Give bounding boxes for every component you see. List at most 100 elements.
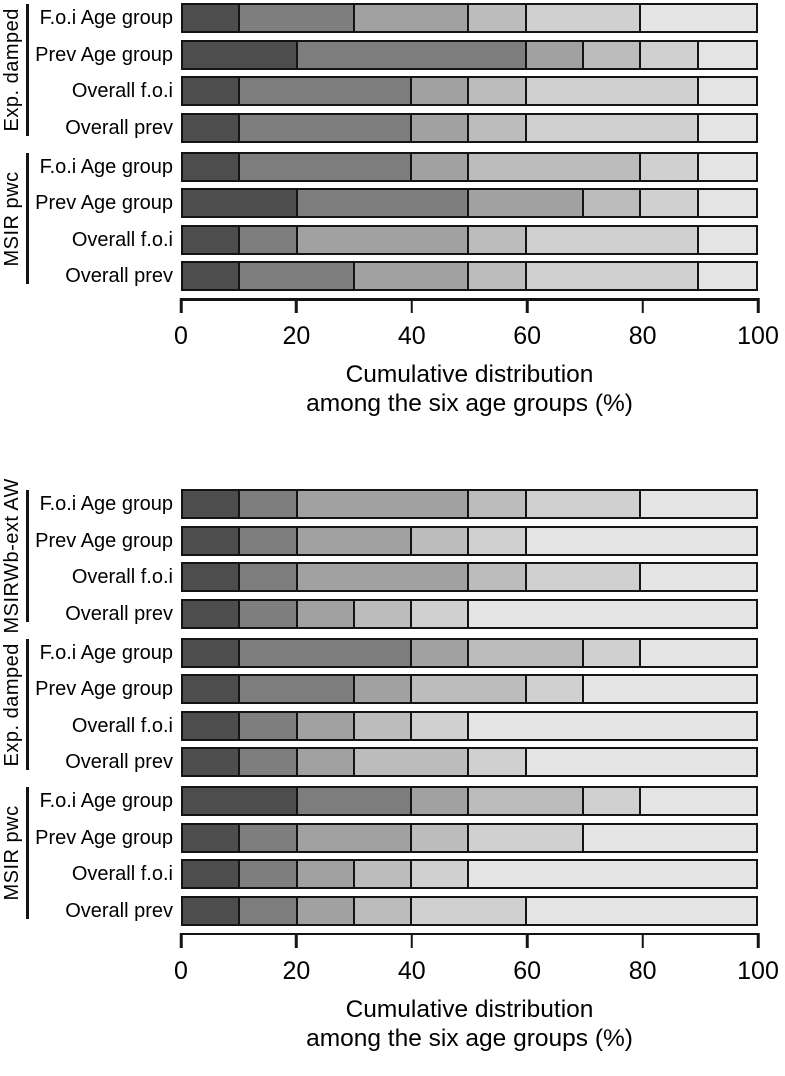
bar-row-label: Overall prev [65, 265, 173, 287]
chart-bottom-rows: MSIRWb-ext AW F.o.i Age group Prev Age gro… [0, 478, 785, 926]
bar-row-label: Overall f.o.i [71, 863, 173, 885]
group-bracket-line [26, 787, 29, 919]
bar-segment-age-group-5 [469, 749, 527, 775]
chart-bottom-x-axis-title: Cumulative distribution among the six ag… [181, 995, 758, 1053]
stacked-bar [181, 747, 758, 777]
stacked-bar [181, 112, 758, 143]
bar-segment-age-group-6 [698, 226, 756, 253]
stacked-bar [181, 3, 758, 33]
group-label: Exp. damped [1, 642, 23, 766]
bar-segment-age-group-3 [412, 114, 470, 141]
bar-row-overall-prev: Overall prev [0, 261, 785, 291]
bar-segment-age-group-3 [412, 78, 470, 104]
stacked-bar [181, 637, 758, 668]
bar-row-prev-age-group: Prev Age group [0, 525, 785, 556]
stacked-bar [181, 822, 758, 853]
bar-segment-age-group-4 [584, 41, 642, 68]
bar-row-label: F.o.i Age group [39, 155, 173, 178]
x-axis-title-line1: Cumulative distribution [345, 995, 594, 1023]
bar-segment-age-group-2 [297, 788, 413, 814]
bar-segment-age-group-3 [412, 153, 470, 180]
bar-row-overall-prev: Overall prev [0, 112, 785, 143]
bar-segment-age-group-2 [240, 527, 298, 554]
bar-segment-age-group-3 [297, 897, 355, 924]
x-axis-tick-label: 100 [737, 322, 779, 350]
x-axis-tick [525, 932, 529, 948]
x-axis-tick-label: 100 [737, 956, 779, 985]
bar-row-label: F.o.i Age group [39, 790, 173, 812]
bar-row-prev-age-group: Prev Age group [0, 39, 785, 70]
x-axis-tick-label: 40 [397, 322, 426, 350]
bar-segment-age-group-5 [584, 639, 642, 666]
group-bracket-line [26, 638, 29, 770]
bar-row-label: Prev Age group [35, 826, 173, 849]
bar-segment-age-group-3 [469, 190, 585, 216]
bar-segment-age-group-6 [526, 749, 756, 775]
stacked-bar [181, 261, 758, 291]
x-axis-tick [179, 932, 183, 948]
stacked-bar [181, 859, 758, 889]
bar-segment-age-group-6 [641, 639, 756, 666]
bar-segment-age-group-3 [412, 788, 470, 814]
bar-segment-age-group-2 [240, 824, 298, 851]
bar-segment-age-group-4 [354, 861, 413, 887]
x-axis-tick [641, 932, 644, 948]
bar-segment-age-group-6 [698, 78, 756, 104]
group-label: MSIR pwc [1, 170, 23, 266]
group-label: MSIR pwc [1, 805, 23, 901]
bar-segment-age-group-5 [526, 491, 642, 517]
stacked-bar [181, 151, 758, 182]
bar-segment-age-group-2 [240, 676, 355, 702]
bar-row-label: F.o.i Age group [39, 641, 173, 664]
bar-row-overall-prev: Overall prev [0, 598, 785, 629]
bar-segment-age-group-4 [412, 676, 527, 702]
bar-segment-age-group-5 [641, 190, 699, 216]
bar-row-label: Overall prev [65, 116, 173, 139]
bar-segment-age-group-1 [183, 114, 241, 141]
bar-segment-age-group-2 [240, 153, 413, 180]
bar-segment-age-group-4 [469, 226, 527, 253]
x-axis-tick-label: 20 [282, 322, 311, 350]
bar-row-overall-f-o-i: Overall f.o.i [0, 224, 785, 255]
x-axis-tick [525, 298, 529, 313]
bar-segment-age-group-1 [183, 491, 241, 517]
x-axis-tick [641, 298, 644, 313]
bar-segment-age-group-3 [297, 527, 413, 554]
bar-segment-age-group-2 [240, 78, 413, 104]
bar-segment-age-group-5 [469, 527, 527, 554]
chart-top-rows: Exp. damped F.o.i Age group Prev Age group… [0, 0, 785, 291]
bar-row-overall-f-o-i: Overall f.o.i [0, 76, 785, 106]
bar-segment-age-group-4 [469, 263, 527, 289]
bar-segment-age-group-1 [183, 788, 298, 814]
bar-segment-age-group-6 [641, 491, 756, 517]
bar-segment-age-group-5 [526, 564, 642, 590]
bar-segment-age-group-6 [641, 564, 756, 590]
bar-row-label: Prev Age group [35, 43, 173, 66]
bar-segment-age-group-6 [641, 788, 756, 814]
stacked-bar [181, 598, 758, 629]
bar-segment-age-group-6 [469, 712, 756, 739]
stacked-bar [181, 895, 758, 926]
bar-row-label: Overall f.o.i [71, 228, 173, 251]
bar-row-prev-age-group: Prev Age group [0, 188, 785, 218]
bar-segment-age-group-3 [526, 41, 585, 68]
bar-row-overall-prev: Overall prev [0, 895, 785, 926]
x-axis-tick-label: 0 [174, 322, 188, 350]
x-axis-line [181, 932, 758, 935]
bar-segment-age-group-6 [698, 41, 756, 68]
bar-group-msir-pwc: MSIR pwc F.o.i Age group Prev Age group Ove… [0, 786, 785, 926]
chart-top-x-axis: 0 20 40 60 80 100 [174, 298, 779, 358]
bar-segment-age-group-2 [240, 600, 298, 627]
x-axis-tick-label: 0 [174, 956, 188, 985]
bar-segment-age-group-6 [698, 114, 756, 141]
bar-segment-age-group-5 [526, 5, 642, 31]
bar-segment-age-group-4 [412, 527, 470, 554]
bar-row-label: Overall f.o.i [71, 714, 173, 737]
x-axis-tick [410, 298, 414, 313]
bar-segment-age-group-6 [584, 676, 756, 702]
chart-top: Exp. damped F.o.i Age group Prev Age group… [0, 0, 785, 418]
bar-segment-age-group-5 [641, 41, 699, 68]
bar-row-prev-age-group: Prev Age group [0, 822, 785, 853]
bar-segment-age-group-3 [297, 564, 470, 590]
bar-segment-age-group-4 [584, 190, 642, 216]
